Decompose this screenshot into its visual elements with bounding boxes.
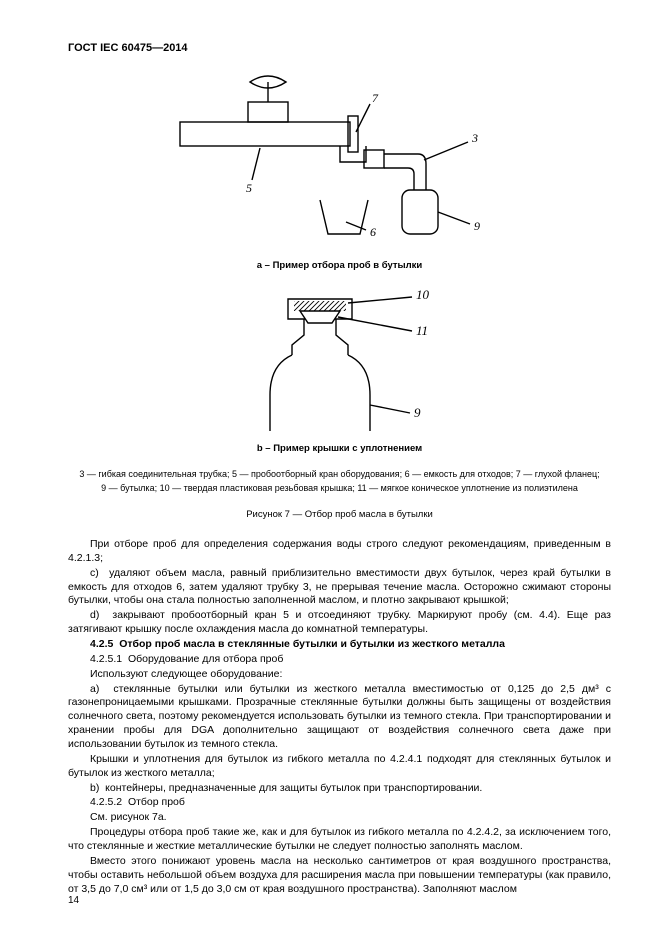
legend-line2: 9 — бутылка; 10 — твердая пластиковая ре… xyxy=(101,483,578,493)
body-text: При отборе проб для определения содержан… xyxy=(68,538,611,896)
legend-line1: 3 — гибкая соединительная трубка; 5 — пр… xyxy=(79,469,599,479)
para-see-fig: См. рисунок 7а. xyxy=(68,811,611,825)
figure-a-caption: a – Пример отбора проб в бутылки xyxy=(68,260,611,271)
figure-b: 10 11 9 b – Пример крышки с уплотнением xyxy=(68,285,611,454)
figure-a: 5 7 3 9 6 a – Пример отбора проб в бутыл… xyxy=(68,72,611,271)
fig-a-label-5: 5 xyxy=(246,181,252,195)
fig-b-label-9: 9 xyxy=(414,405,421,420)
doc-header: ГОСТ IEC 60475—2014 xyxy=(68,42,611,54)
fig-a-label-9: 9 xyxy=(474,219,480,233)
fig-a-label-6: 6 xyxy=(370,225,376,239)
section-4-2-5-1: 4.2.5.1 Оборудование для отбора проб xyxy=(68,653,611,667)
para-c: c) удаляют объем масла, равный приблизит… xyxy=(68,567,611,609)
figure-title: Рисунок 7 — Отбор проб масла в бутылки xyxy=(68,509,611,520)
section-4-2-5-2: 4.2.5.2 Отбор проб xyxy=(68,796,611,810)
para-b: b) контейнеры, предназначенные для защит… xyxy=(68,782,611,796)
fig-a-label-7: 7 xyxy=(372,91,379,105)
fig-b-label-11: 11 xyxy=(416,323,428,338)
fig-b-label-10: 10 xyxy=(416,287,430,302)
para-a: a) стеклянные бутылки или бутылки из жес… xyxy=(68,683,611,752)
figure-legend: 3 — гибкая соединительная трубка; 5 — пр… xyxy=(68,468,611,495)
para-level: Вместо этого понижают уровень масла на н… xyxy=(68,855,611,897)
para-intro: При отборе проб для определения содержан… xyxy=(68,538,611,566)
section-4-2-5: 4.2.5 Отбор проб масла в стеклянные буты… xyxy=(90,638,505,650)
para-proc: Процедуры отбора проб такие же, как и дл… xyxy=(68,826,611,854)
para-caps: Крышки и уплотнения для бутылок из гибко… xyxy=(68,753,611,781)
fig-a-label-3: 3 xyxy=(471,131,478,145)
para-d: d) закрывают пробоотборный кран 5 и отсо… xyxy=(68,609,611,637)
page-number: 14 xyxy=(68,895,79,906)
figure-b-caption: b – Пример крышки с уплотнением xyxy=(68,443,611,454)
para-equip-intro: Используют следующее оборудование: xyxy=(68,668,611,682)
